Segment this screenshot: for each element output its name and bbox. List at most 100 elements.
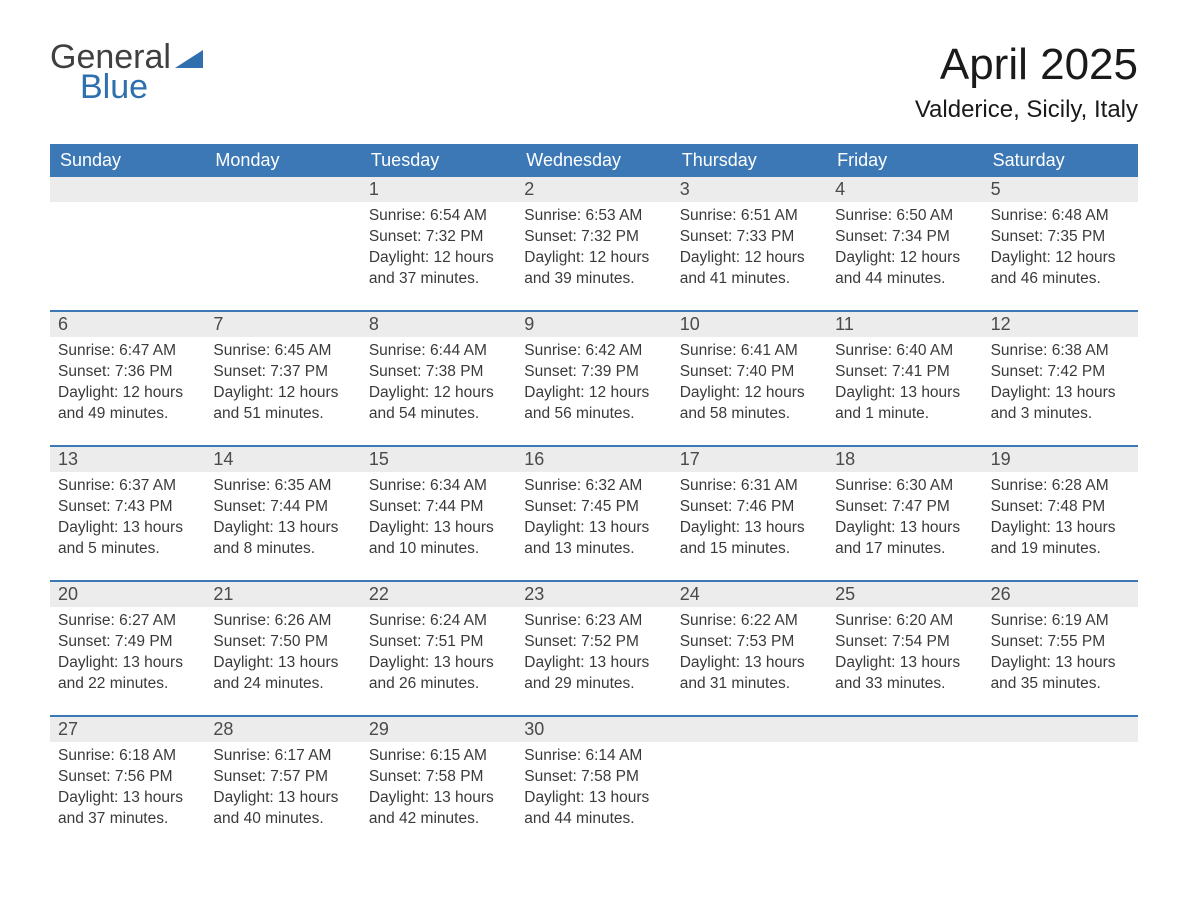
field-value: 6:54 AM	[430, 207, 487, 224]
field-label: Daylight:	[369, 654, 434, 671]
field-value: 7:37 PM	[270, 363, 328, 380]
location-subtitle: Valderice, Sicily, Italy	[915, 96, 1138, 124]
field-label: Daylight:	[835, 519, 900, 536]
day-detail-cell: Sunrise: 6:51 AMSunset: 7:33 PMDaylight:…	[672, 202, 827, 294]
field-label: Sunrise:	[991, 477, 1052, 494]
field-value: 6:31 AM	[741, 477, 798, 494]
field-label: Daylight:	[680, 384, 745, 401]
day-detail-cell: Sunrise: 6:45 AMSunset: 7:37 PMDaylight:…	[205, 337, 360, 429]
field-label: Sunrise:	[835, 612, 896, 629]
field-label: Sunrise:	[991, 207, 1052, 224]
field-label: Sunrise:	[369, 477, 430, 494]
field-value: 7:45 PM	[581, 498, 639, 515]
field-label: Daylight:	[58, 789, 123, 806]
day-number-cell: 22	[361, 582, 516, 607]
field-label: Daylight:	[680, 654, 745, 671]
field-value: 7:43 PM	[115, 498, 173, 515]
day-number-cell: 29	[361, 717, 516, 742]
field-label: Sunrise:	[524, 477, 585, 494]
field-label: Sunrise:	[58, 342, 119, 359]
field-label: Sunrise:	[835, 342, 896, 359]
field-label: Daylight:	[680, 519, 745, 536]
field-value: 6:18 AM	[119, 747, 176, 764]
day-number-cell: 24	[672, 582, 827, 607]
field-value: 6:27 AM	[119, 612, 176, 629]
field-value: 7:53 PM	[737, 633, 795, 650]
field-label: Daylight:	[369, 519, 434, 536]
day-header: Sunday	[50, 144, 205, 177]
day-detail-cell	[827, 742, 982, 834]
field-value: 6:44 AM	[430, 342, 487, 359]
day-header: Thursday	[672, 144, 827, 177]
field-label: Sunset:	[213, 768, 270, 785]
field-label: Sunrise:	[991, 342, 1052, 359]
logo: General Blue	[50, 40, 203, 104]
day-detail-cell: Sunrise: 6:48 AMSunset: 7:35 PMDaylight:…	[983, 202, 1138, 294]
field-label: Sunset:	[835, 633, 892, 650]
field-value: 6:19 AM	[1052, 612, 1109, 629]
field-label: Daylight:	[213, 789, 278, 806]
field-label: Sunset:	[835, 498, 892, 515]
day-detail-cell: Sunrise: 6:38 AMSunset: 7:42 PMDaylight:…	[983, 337, 1138, 429]
field-label: Sunrise:	[213, 747, 274, 764]
day-number-cell	[50, 177, 205, 202]
field-label: Daylight:	[524, 249, 589, 266]
day-detail-cell: Sunrise: 6:23 AMSunset: 7:52 PMDaylight:…	[516, 607, 671, 699]
field-label: Sunrise:	[680, 612, 741, 629]
field-value: 7:42 PM	[1047, 363, 1105, 380]
field-value: 7:49 PM	[115, 633, 173, 650]
day-number-cell: 7	[205, 312, 360, 337]
day-number-cell: 15	[361, 447, 516, 472]
day-detail-cell: Sunrise: 6:20 AMSunset: 7:54 PMDaylight:…	[827, 607, 982, 699]
field-label: Sunrise:	[835, 477, 896, 494]
field-value: 6:51 AM	[741, 207, 798, 224]
field-label: Daylight:	[991, 654, 1056, 671]
day-number-cell: 19	[983, 447, 1138, 472]
day-number-cell: 1	[361, 177, 516, 202]
field-label: Sunset:	[680, 498, 737, 515]
field-value: 7:34 PM	[892, 228, 950, 245]
day-number-cell: 3	[672, 177, 827, 202]
field-label: Sunset:	[524, 363, 581, 380]
day-number-cell	[205, 177, 360, 202]
field-value: 6:15 AM	[430, 747, 487, 764]
day-number-cell: 12	[983, 312, 1138, 337]
day-detail-cell: Sunrise: 6:44 AMSunset: 7:38 PMDaylight:…	[361, 337, 516, 429]
day-number-cell: 13	[50, 447, 205, 472]
field-value: 6:37 AM	[119, 477, 176, 494]
day-detail-cell: Sunrise: 6:17 AMSunset: 7:57 PMDaylight:…	[205, 742, 360, 834]
day-detail-cell: Sunrise: 6:53 AMSunset: 7:32 PMDaylight:…	[516, 202, 671, 294]
field-value: 7:38 PM	[426, 363, 484, 380]
field-label: Daylight:	[524, 789, 589, 806]
field-label: Sunset:	[58, 633, 115, 650]
day-detail-cell: Sunrise: 6:42 AMSunset: 7:39 PMDaylight:…	[516, 337, 671, 429]
field-label: Sunrise:	[213, 477, 274, 494]
field-label: Sunrise:	[213, 342, 274, 359]
day-number-cell: 4	[827, 177, 982, 202]
field-label: Sunset:	[680, 633, 737, 650]
day-header: Wednesday	[516, 144, 671, 177]
field-value: 7:32 PM	[426, 228, 484, 245]
field-value: 7:58 PM	[581, 768, 639, 785]
field-label: Sunset:	[213, 498, 270, 515]
field-value: 6:14 AM	[585, 747, 642, 764]
day-number-cell: 27	[50, 717, 205, 742]
day-detail-cell	[205, 202, 360, 294]
field-label: Sunrise:	[524, 612, 585, 629]
day-detail-cell: Sunrise: 6:14 AMSunset: 7:58 PMDaylight:…	[516, 742, 671, 834]
day-number-cell: 17	[672, 447, 827, 472]
field-label: Sunset:	[524, 228, 581, 245]
day-detail-cell: Sunrise: 6:15 AMSunset: 7:58 PMDaylight:…	[361, 742, 516, 834]
field-value: 6:47 AM	[119, 342, 176, 359]
field-value: 6:48 AM	[1052, 207, 1109, 224]
field-label: Sunrise:	[524, 207, 585, 224]
field-label: Sunrise:	[680, 477, 741, 494]
field-label: Sunset:	[835, 228, 892, 245]
field-label: Sunset:	[369, 633, 426, 650]
field-value: 6:32 AM	[585, 477, 642, 494]
field-value: 7:41 PM	[892, 363, 950, 380]
field-label: Sunset:	[524, 633, 581, 650]
day-number-cell	[983, 717, 1138, 742]
day-number-cell: 30	[516, 717, 671, 742]
field-value: 6:26 AM	[275, 612, 332, 629]
